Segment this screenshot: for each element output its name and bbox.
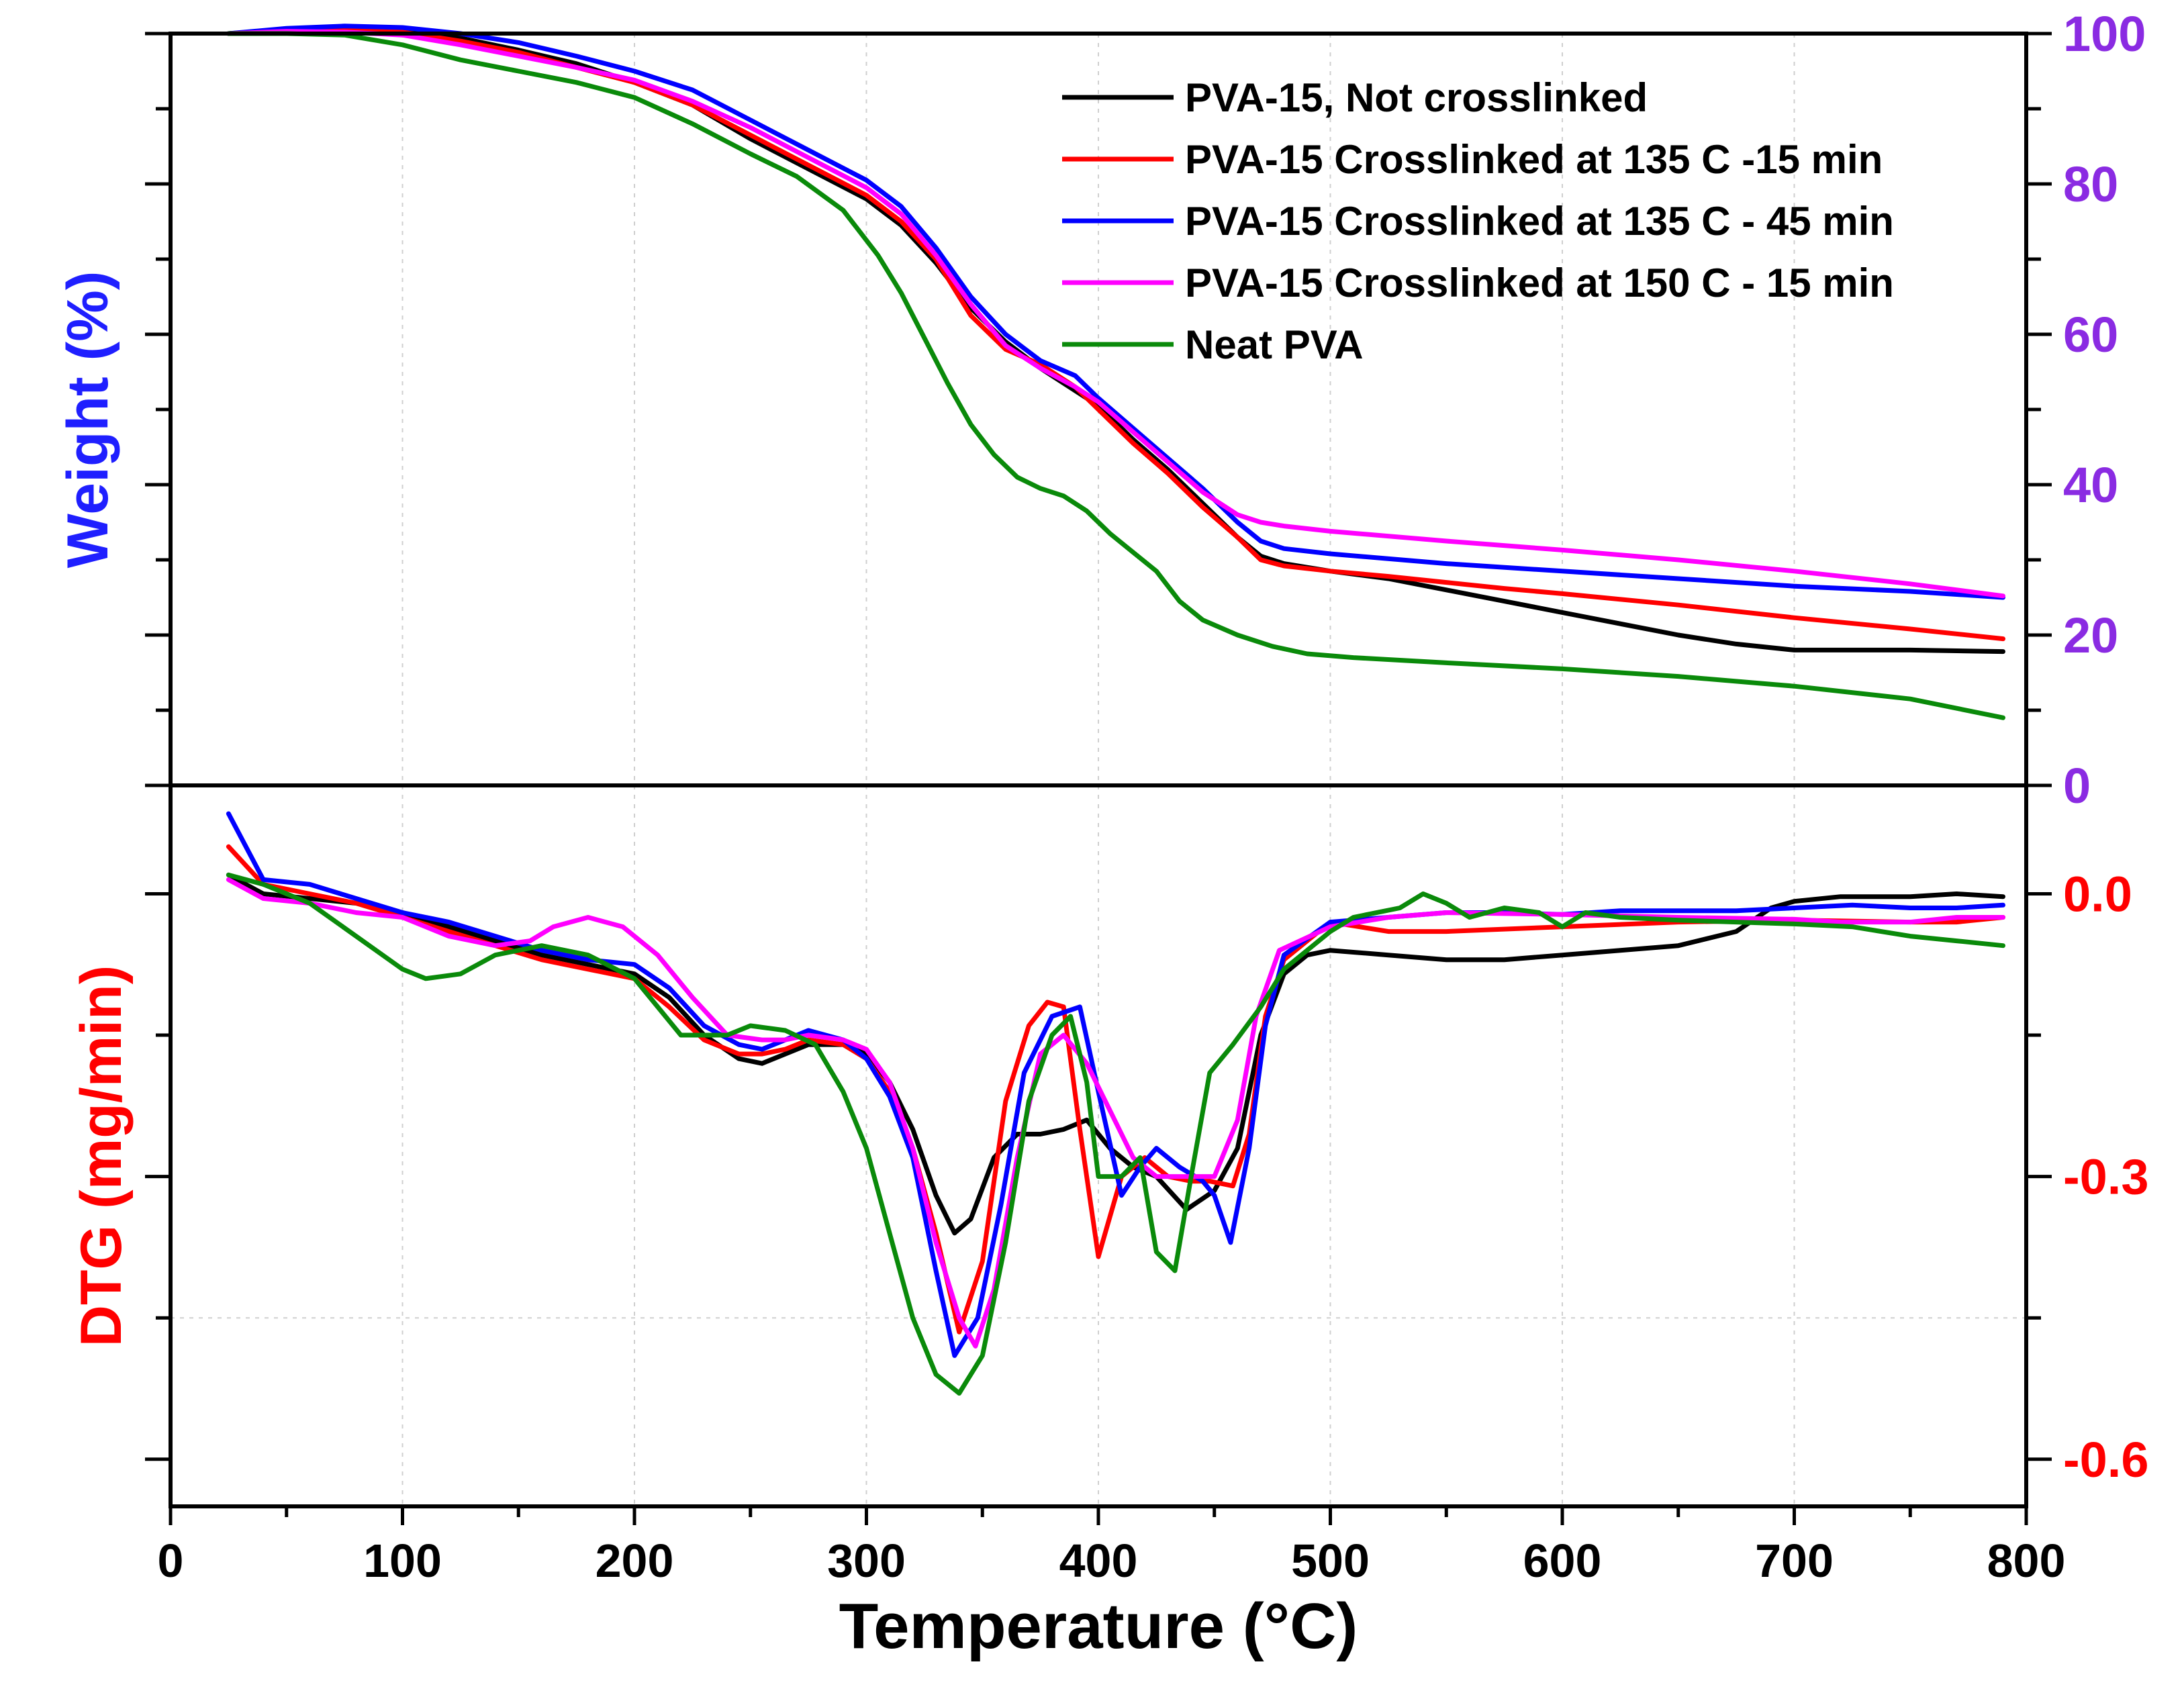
- weight-right-tick-label-60: 60: [2063, 307, 2118, 362]
- labels-layer: 0 100 200 300 400 500 600 700 800 0 20 40 60 80 100 0.0…: [56, 6, 2149, 1662]
- legend-label-2: PVA-15 Crosslinked at 135 C -15 min: [1185, 137, 1883, 182]
- x-tick-label-0: 0: [158, 1535, 184, 1587]
- weight-right-tick-label-100: 100: [2063, 6, 2146, 62]
- dtg-axis-title: DTG (mg/min): [69, 965, 134, 1347]
- weight-series-3: [226, 23, 2005, 600]
- weight-series-4: [226, 29, 2005, 599]
- series-layer: [226, 23, 2005, 1396]
- x-tick-label-700: 700: [1755, 1535, 1834, 1587]
- dtg-right-tick-label-0.0: 0.0: [2063, 866, 2132, 922]
- dtg-right-tick-label--0.3: -0.3: [2063, 1149, 2149, 1205]
- x-tick-label-100: 100: [363, 1535, 442, 1587]
- legend-label-1: PVA-15, Not crosslinked: [1185, 75, 1648, 120]
- weight-series-5: [226, 31, 2005, 720]
- legend-layer: PVA-15, Not crosslinked PVA-15 Crosslinke…: [1062, 75, 1894, 367]
- x-tick-label-600: 600: [1523, 1535, 1602, 1587]
- dtg-series-4: [226, 877, 2005, 1349]
- dtg-right-tick-label--0.6: -0.6: [2063, 1432, 2149, 1488]
- x-tick-label-800: 800: [1987, 1535, 2066, 1587]
- dtg-series-5: [226, 872, 2005, 1396]
- weight-right-tick-label-80: 80: [2063, 156, 2118, 212]
- weight-right-tick-label-20: 20: [2063, 608, 2118, 663]
- x-tick-label-200: 200: [596, 1535, 674, 1587]
- x-tick-label-400: 400: [1059, 1535, 1138, 1587]
- x-tick-label-500: 500: [1291, 1535, 1370, 1587]
- dtg-series-1: [226, 872, 2005, 1236]
- weight-right-tick-label-0: 0: [2063, 758, 2091, 814]
- weight-axis-title: Weight (%): [56, 271, 120, 569]
- legend-label-5: Neat PVA: [1185, 322, 1364, 367]
- grid-layer: [171, 34, 2026, 1506]
- ticks-layer: [145, 32, 2052, 1525]
- x-tick-label-300: 300: [827, 1535, 906, 1587]
- legend-label-3: PVA-15 Crosslinked at 135 C - 45 min: [1185, 199, 1894, 244]
- weight-right-tick-label-40: 40: [2063, 457, 2118, 513]
- x-axis-title: Temperature (°C): [839, 1590, 1358, 1662]
- legend-label-4: PVA-15 Crosslinked at 150 C - 15 min: [1185, 260, 1894, 305]
